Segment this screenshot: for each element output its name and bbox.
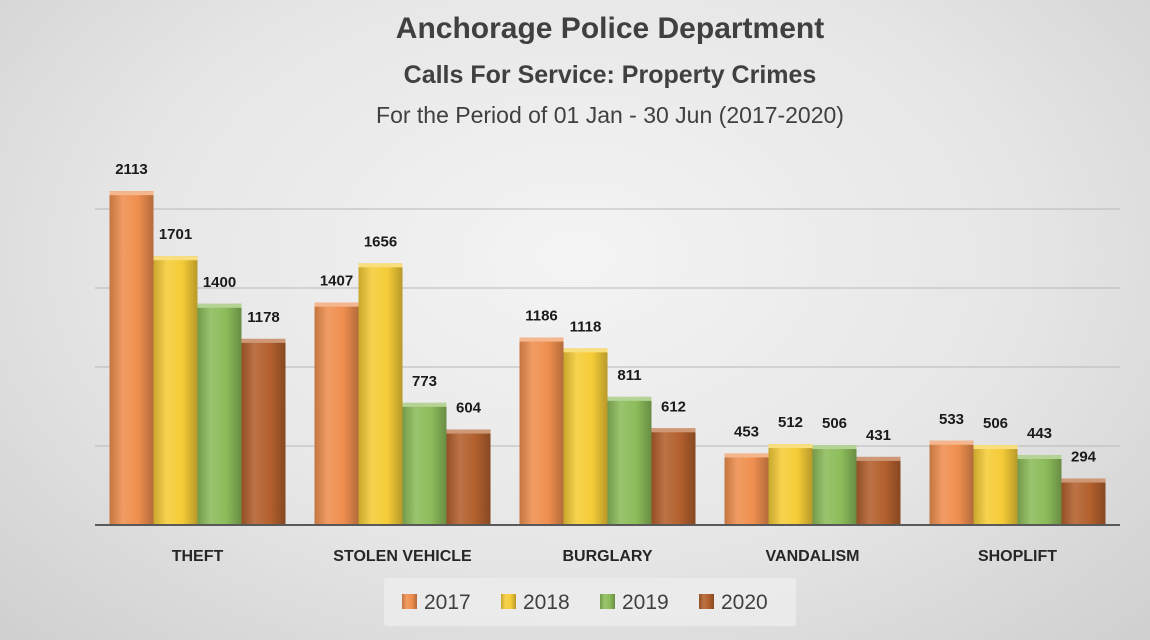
category-labels: THEFT STOLEN VEHICLE BURGLARY VANDALISM SHOP… — [172, 548, 1058, 565]
bar — [241, 338, 286, 525]
data-label: 294 — [1071, 449, 1097, 466]
bar-top — [724, 453, 769, 458]
legend-label: 2020 — [721, 591, 768, 614]
bar-top — [109, 191, 154, 196]
bar-top — [241, 338, 286, 343]
bar-top — [856, 456, 901, 461]
data-label: 1407 — [320, 273, 353, 290]
data-label: 811 — [617, 367, 641, 384]
bar — [1017, 455, 1062, 525]
bar — [1061, 478, 1106, 525]
bar — [358, 263, 403, 525]
data-label: 1178 — [247, 309, 280, 326]
legend-label: 2017 — [424, 591, 471, 614]
legend-swatch — [699, 594, 714, 609]
bar — [812, 445, 857, 525]
bar-top — [1017, 455, 1062, 460]
bar-top — [1061, 478, 1106, 483]
bar — [197, 303, 242, 525]
data-label: 604 — [456, 400, 482, 417]
data-label: 1400 — [203, 274, 236, 291]
bar — [446, 429, 491, 525]
bar — [651, 428, 696, 525]
legend-box — [384, 578, 796, 626]
bar-top — [768, 444, 813, 449]
data-label: 506 — [822, 415, 847, 432]
legend-swatch — [402, 594, 417, 609]
category-label: BURGLARY — [562, 548, 652, 565]
data-labels: 2113 1701 1400 1178 1407 1656 773 604 1186 1118 81… — [115, 161, 1096, 465]
data-label: 506 — [983, 415, 1008, 432]
legend-swatch — [600, 594, 615, 609]
bar — [153, 256, 198, 525]
bars — [109, 191, 1106, 525]
data-label: 2113 — [115, 161, 148, 178]
bar — [856, 456, 901, 525]
legend-label: 2018 — [523, 591, 570, 614]
bar-top — [197, 303, 242, 308]
data-label: 1701 — [159, 226, 192, 243]
legend: 2017 2018 2019 2020 — [384, 578, 796, 626]
category-label: SHOPLIFT — [978, 548, 1057, 565]
data-label: 1186 — [525, 308, 558, 325]
bar-top — [929, 440, 974, 445]
bar-top — [519, 337, 564, 342]
bar-top — [446, 429, 491, 434]
bar — [402, 402, 447, 525]
data-label: 453 — [734, 423, 759, 440]
chart-subtitle: Calls For Service: Property Crimes — [404, 61, 817, 89]
legend-label: 2019 — [622, 591, 669, 614]
data-label: 1118 — [570, 318, 602, 335]
category-label: THEFT — [172, 548, 224, 565]
bar — [314, 302, 359, 525]
bar — [768, 444, 813, 525]
bar-top — [153, 256, 198, 261]
bar-top — [651, 428, 696, 433]
category-label: VANDALISM — [766, 548, 860, 565]
data-label: 612 — [661, 398, 686, 415]
bar — [929, 440, 974, 525]
bar — [607, 396, 652, 525]
bar-top — [563, 348, 608, 353]
bar — [563, 348, 608, 525]
bar-top — [607, 396, 652, 401]
data-label: 1656 — [364, 233, 397, 250]
data-label: 773 — [412, 373, 437, 390]
bar — [724, 453, 769, 525]
bar — [519, 337, 564, 525]
bar — [973, 445, 1018, 525]
data-label: 431 — [866, 427, 891, 444]
category-label: STOLEN VEHICLE — [333, 548, 472, 565]
bar-top — [314, 302, 359, 307]
legend-swatch — [501, 594, 516, 609]
data-label: 533 — [939, 411, 964, 428]
data-label: 443 — [1027, 425, 1052, 442]
bar — [109, 191, 154, 525]
bar-top — [402, 402, 447, 407]
data-label: 512 — [778, 414, 803, 431]
chart-period: For the Period of 01 Jan - 30 Jun (2017-… — [376, 102, 844, 128]
bar-top — [358, 263, 403, 268]
bar-top — [973, 445, 1018, 450]
chart-title: Anchorage Police Department — [396, 12, 824, 45]
bar-top — [812, 445, 857, 450]
